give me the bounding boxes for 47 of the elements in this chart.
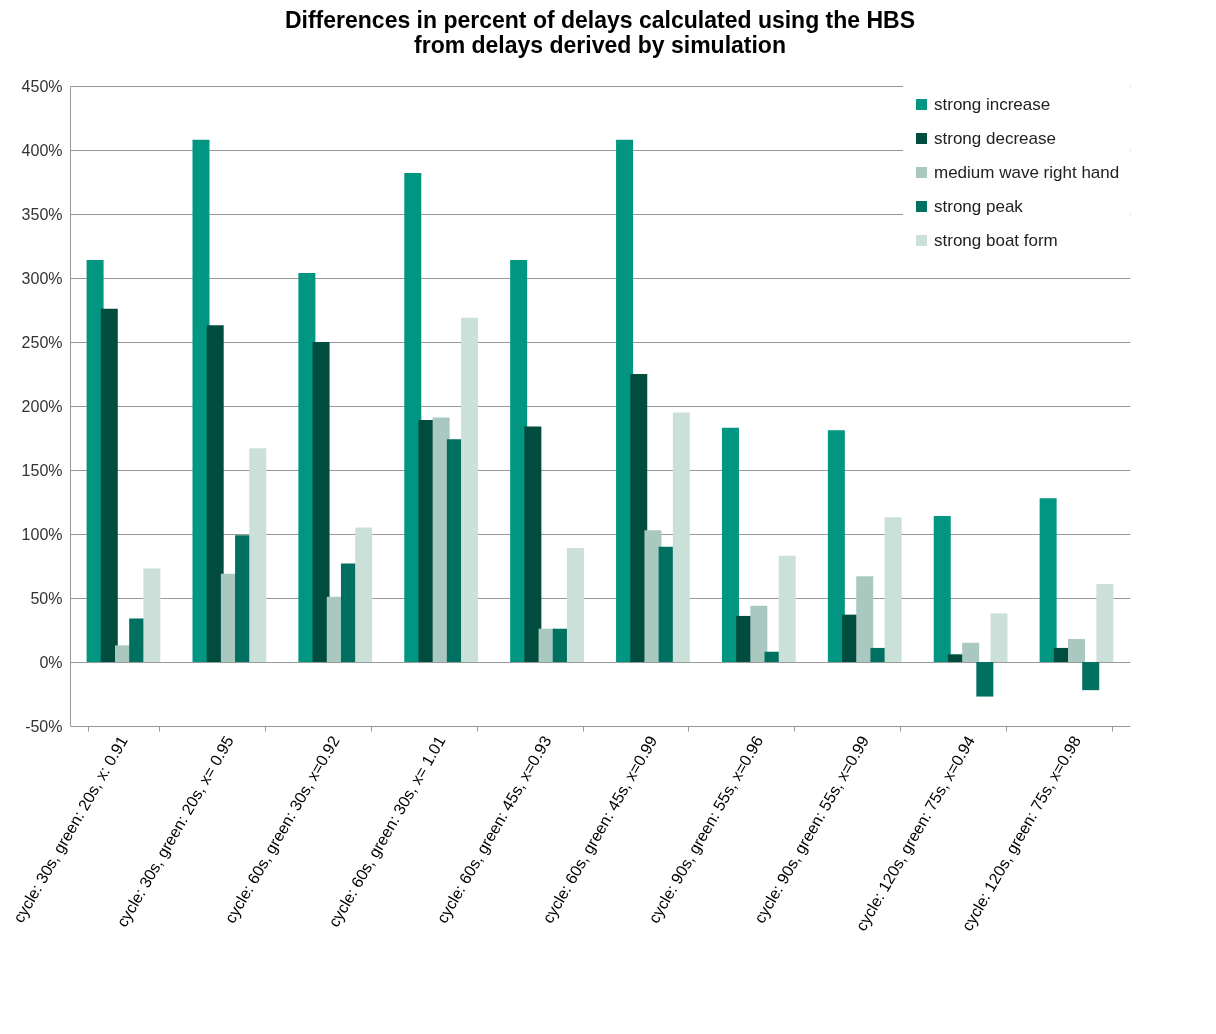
bar	[355, 527, 373, 662]
bar	[672, 412, 690, 662]
bar	[312, 342, 330, 662]
y-tick-label: 100%	[21, 525, 63, 543]
y-tick-label: 450%	[21, 77, 63, 95]
bar	[976, 662, 994, 697]
bar	[856, 576, 874, 662]
bar	[524, 426, 542, 662]
bar	[404, 173, 422, 662]
bar	[1039, 498, 1057, 662]
bar	[990, 613, 1008, 662]
bar	[721, 427, 739, 662]
bar	[249, 448, 267, 662]
bar	[1082, 662, 1100, 691]
legend-label: strong boat form	[934, 230, 1058, 250]
bar	[1096, 583, 1114, 662]
bar	[962, 642, 980, 662]
bar	[100, 308, 118, 662]
bar	[298, 272, 316, 662]
text: from delays derived by simulation	[414, 32, 786, 58]
bar	[778, 555, 796, 662]
y-tick-label: 300%	[21, 269, 63, 287]
text: Differences in percent of delays calculated using the HBS	[284, 7, 916, 33]
bar	[1068, 638, 1086, 662]
bar	[616, 139, 634, 662]
y-tick-label: 400%	[21, 141, 63, 159]
bar	[630, 374, 648, 662]
legend-label: strong peak	[934, 196, 1024, 216]
bar	[143, 568, 161, 662]
bar	[827, 430, 845, 662]
bar	[461, 317, 479, 662]
bar	[884, 517, 902, 662]
y-tick-label: 200%	[21, 397, 63, 415]
y-tick-label: 150%	[21, 461, 63, 479]
bar	[750, 605, 768, 662]
y-tick-label: 50%	[30, 589, 63, 607]
y-tick-label: 250%	[21, 333, 63, 351]
bar	[192, 139, 210, 662]
legend-label: strong decrease	[934, 128, 1056, 148]
y-tick-label: -50%	[25, 717, 63, 735]
bar	[206, 325, 224, 662]
legend-label: strong increase	[934, 94, 1051, 114]
y-tick-label: 0%	[39, 653, 63, 671]
bar	[933, 516, 951, 662]
y-tick-label: 350%	[21, 205, 63, 223]
legend-label: medium wave right hand	[934, 162, 1120, 182]
bar	[566, 548, 584, 662]
